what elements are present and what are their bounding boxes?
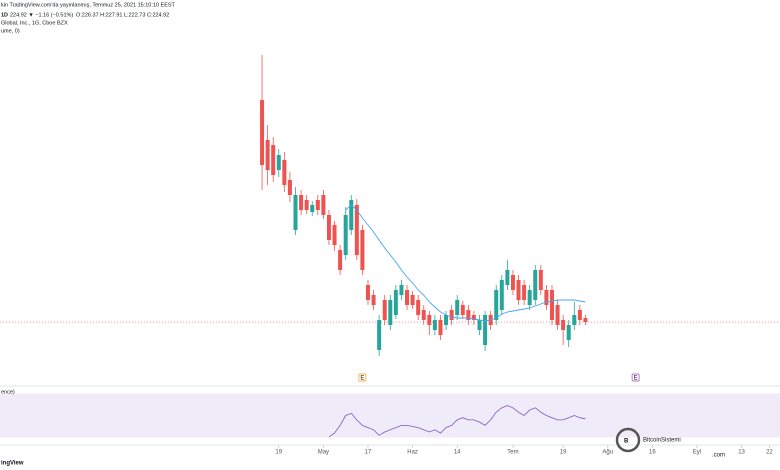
candle-body (466, 310, 471, 320)
candle-body (460, 305, 465, 315)
candle-body (326, 215, 331, 240)
symbol-title: Global, Inc., 1G, Cboe BZX (1, 20, 68, 26)
candle-body (455, 300, 460, 315)
rsi-label: ence) (1, 389, 15, 395)
candle-body (577, 310, 582, 320)
candle-body (505, 270, 510, 285)
candle-body (538, 270, 543, 290)
watermark-b: B (624, 439, 629, 445)
x-tick-label: 13 (738, 450, 745, 456)
event-label: E (634, 375, 638, 381)
candle-body (483, 315, 488, 345)
candle-body (315, 200, 320, 210)
candle-body (421, 310, 426, 320)
candle-body (365, 285, 370, 300)
x-tick-label: 17 (365, 450, 372, 456)
candle-body (371, 295, 376, 305)
candle-body (343, 215, 348, 255)
candle-body (432, 320, 437, 330)
candle-body (338, 250, 343, 270)
candle-body (399, 285, 404, 295)
x-tick-label: May (318, 450, 329, 456)
candle-body (332, 225, 337, 245)
candle-body (382, 300, 387, 320)
candle-body (566, 325, 571, 340)
x-tick-label: Eyl (693, 450, 701, 456)
candle-body (265, 140, 270, 170)
candle-body (549, 290, 554, 320)
candle-body (260, 100, 265, 165)
watermark-sub: .com (712, 453, 725, 459)
candle-body (544, 290, 549, 305)
candle-body (377, 320, 382, 350)
event-marker (358, 373, 367, 382)
x-tick-label: 14 (454, 450, 461, 456)
header: kin TradingView.com'da yayınlanmış, Temm… (1, 2, 176, 8)
candle-body (354, 205, 359, 255)
candle-body (449, 310, 454, 320)
candle-body (471, 315, 476, 320)
candle-body (533, 270, 538, 300)
quote: 224.92 ▼ −1.16 (−0.51%) (10, 12, 73, 18)
candle-body (561, 320, 566, 330)
rsi-line (328, 405, 586, 438)
watermark-logo (615, 427, 641, 453)
candle-body (349, 200, 354, 230)
candle-body (555, 305, 560, 325)
candle-body (516, 280, 521, 300)
candle-body (310, 205, 315, 212)
candle-body (427, 315, 432, 325)
event-marker (631, 373, 640, 382)
candle-body (276, 155, 281, 170)
candle-body (510, 275, 515, 290)
candle-body (583, 318, 588, 323)
x-tick-label: Ağu (602, 450, 613, 456)
x-tick-label: Tem (507, 450, 518, 456)
candle-body (388, 300, 393, 325)
candle-body (438, 320, 443, 335)
ohlc: O:226.37 H:227.91 L:222.73 C:224.92 (76, 12, 169, 18)
candle-body (416, 300, 421, 315)
candle-body (499, 280, 504, 310)
candle-body (494, 290, 499, 320)
event-label: E (360, 375, 364, 381)
candle-body (527, 290, 532, 305)
ma-line (345, 204, 586, 322)
x-tick-label: 16 (649, 450, 656, 456)
rsi-band (0, 393, 780, 438)
candle-body (271, 145, 276, 175)
x-tick-label: 19 (275, 450, 282, 456)
candle-body (293, 195, 298, 230)
candle-body (282, 160, 287, 185)
candle-body (477, 320, 482, 330)
candle-body (299, 195, 304, 210)
interval: 1D (1, 12, 8, 18)
x-tick-label: 19 (560, 450, 567, 456)
brand: ingView (1, 461, 24, 467)
candle-body (410, 295, 415, 305)
candle-body (304, 200, 309, 210)
candle-body (405, 290, 410, 305)
watermark-text: BitcoinSistemi (643, 438, 681, 444)
watermark: B BitcoinSistemi .com (615, 427, 725, 459)
candle-body (393, 290, 398, 315)
candle-body (287, 180, 292, 195)
x-tick-label: 22 (766, 450, 773, 456)
candle-body (444, 315, 449, 325)
candle-body (360, 230, 365, 270)
volume-label: ume, 0) (1, 28, 20, 34)
candle-body (321, 195, 326, 215)
candle-body (522, 285, 527, 300)
x-tick-label: Haz (407, 450, 418, 456)
candle-body (572, 315, 577, 325)
